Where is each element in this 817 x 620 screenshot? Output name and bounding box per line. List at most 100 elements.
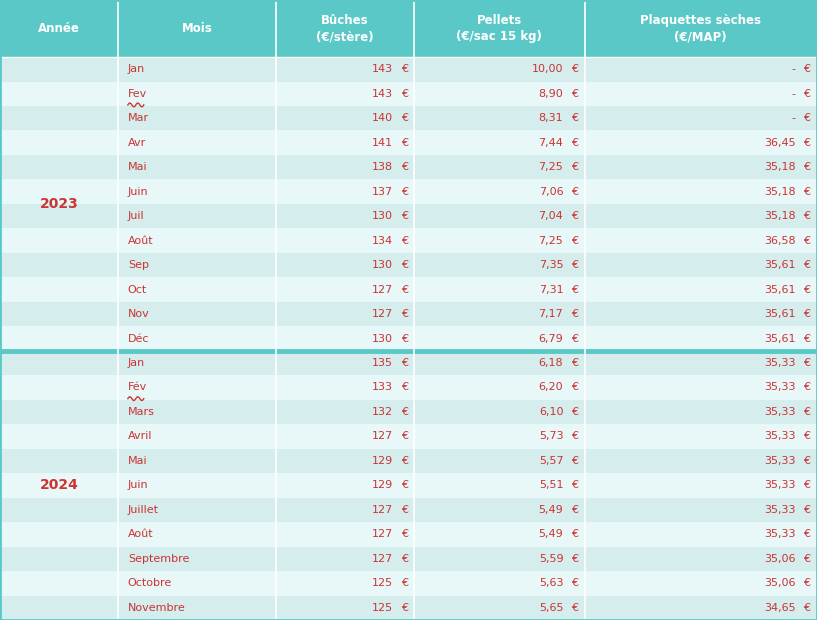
Bar	[0, 106, 118, 130]
Text: 8,31: 8,31	[538, 113, 564, 123]
Text: €: €	[400, 236, 408, 246]
Text: 35,18: 35,18	[764, 162, 796, 172]
Text: Oct: Oct	[127, 285, 147, 294]
Text: €: €	[803, 236, 810, 246]
Text: €: €	[400, 260, 408, 270]
Bar	[0, 547, 118, 571]
Text: €: €	[400, 383, 408, 392]
Text: 7,35: 7,35	[538, 260, 564, 270]
Text: 7,06: 7,06	[538, 187, 564, 197]
Bar	[118, 155, 276, 179]
Bar	[584, 253, 817, 277]
Bar	[584, 155, 817, 179]
Text: 10,00: 10,00	[532, 64, 564, 74]
Bar	[276, 302, 414, 326]
Text: €: €	[803, 113, 810, 123]
Text: 135: 135	[372, 358, 393, 368]
Bar	[118, 498, 276, 522]
Bar	[118, 473, 276, 498]
Text: €: €	[400, 505, 408, 515]
Text: Avr: Avr	[127, 138, 146, 148]
Bar	[0, 375, 118, 400]
Bar	[584, 400, 817, 424]
Bar	[118, 253, 276, 277]
Bar	[0, 277, 118, 302]
Text: 8,90: 8,90	[538, 89, 564, 99]
Bar	[584, 424, 817, 449]
Bar	[276, 57, 414, 81]
Bar	[414, 571, 584, 596]
Text: €: €	[803, 505, 810, 515]
Bar	[584, 571, 817, 596]
Bar	[118, 547, 276, 571]
Text: €: €	[803, 309, 810, 319]
Text: Jan: Jan	[127, 358, 145, 368]
Text: Mars: Mars	[127, 407, 154, 417]
Bar	[118, 277, 276, 302]
Bar	[276, 155, 414, 179]
Text: €: €	[400, 554, 408, 564]
Bar	[276, 228, 414, 253]
Text: 7,04: 7,04	[538, 211, 564, 221]
Text: €: €	[803, 334, 810, 343]
Text: 143: 143	[372, 89, 393, 99]
Text: €: €	[400, 578, 408, 588]
Text: 6,20: 6,20	[538, 383, 564, 392]
Bar	[118, 400, 276, 424]
Text: €: €	[571, 260, 578, 270]
Text: Août: Août	[127, 529, 154, 539]
Text: €: €	[571, 432, 578, 441]
Text: Sep: Sep	[127, 260, 149, 270]
Text: 130: 130	[372, 334, 393, 343]
Text: €: €	[803, 432, 810, 441]
Bar	[276, 351, 414, 375]
Bar	[118, 0, 276, 57]
Text: 35,18: 35,18	[764, 211, 796, 221]
Text: 5,57: 5,57	[538, 456, 564, 466]
Bar	[276, 277, 414, 302]
Text: €: €	[571, 358, 578, 368]
Bar	[118, 204, 276, 228]
Bar	[584, 596, 817, 620]
Text: Mar: Mar	[127, 113, 149, 123]
Text: 125: 125	[372, 603, 393, 613]
Bar	[584, 522, 817, 547]
Text: Fev: Fev	[127, 89, 147, 99]
Bar	[414, 81, 584, 106]
Text: €: €	[571, 162, 578, 172]
Bar	[414, 424, 584, 449]
Text: €: €	[571, 456, 578, 466]
Text: 125: 125	[372, 578, 393, 588]
Bar	[584, 375, 817, 400]
Text: €: €	[571, 64, 578, 74]
Text: 6,10: 6,10	[539, 407, 564, 417]
Bar	[414, 253, 584, 277]
Bar	[414, 547, 584, 571]
Bar	[414, 326, 584, 351]
Bar	[414, 228, 584, 253]
Text: Avril: Avril	[127, 432, 152, 441]
Bar	[414, 522, 584, 547]
Bar	[584, 130, 817, 155]
Text: €: €	[400, 187, 408, 197]
Bar	[118, 351, 276, 375]
Text: 35,33: 35,33	[764, 432, 796, 441]
Text: €: €	[571, 89, 578, 99]
Bar	[0, 81, 118, 106]
Text: 35,61: 35,61	[764, 334, 796, 343]
Text: 35,61: 35,61	[764, 285, 796, 294]
Text: Juillet: Juillet	[127, 505, 158, 515]
Bar	[276, 130, 414, 155]
Bar	[414, 596, 584, 620]
Text: 5,59: 5,59	[538, 554, 564, 564]
Bar	[584, 0, 817, 57]
Text: 7,44: 7,44	[538, 138, 564, 148]
Bar	[0, 0, 118, 57]
Text: 6,18: 6,18	[538, 358, 564, 368]
Bar	[0, 571, 118, 596]
Text: Mai: Mai	[127, 162, 148, 172]
Text: €: €	[571, 383, 578, 392]
Text: Septembre: Septembre	[127, 554, 190, 564]
Text: 5,49: 5,49	[538, 505, 564, 515]
Text: 35,33: 35,33	[764, 383, 796, 392]
